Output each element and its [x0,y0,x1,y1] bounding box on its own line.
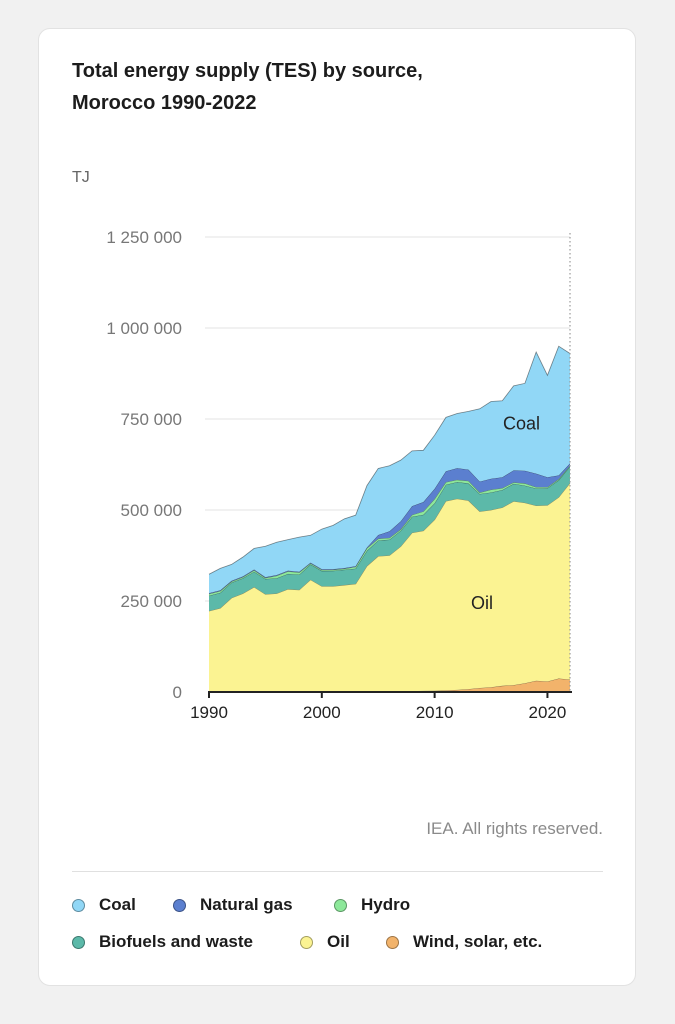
legend-item-hydro[interactable]: Hydro [334,895,410,915]
x-tick-label: 2000 [303,703,341,722]
legend-item-wind-solar[interactable]: Wind, solar, etc. [386,932,542,952]
legend-item-oil[interactable]: Oil [300,932,350,952]
area-label-coal: Coal [503,414,540,434]
chart-title-line2: Morocco 1990-2022 [72,92,257,114]
y-tick-label: 1 250 000 [106,228,182,247]
axes: 0 250 000 500 000 750 000 1 000 000 1 250 000… [106,228,572,722]
legend-label-natural-gas: Natural gas [200,895,293,914]
legend-label-biofuels: Biofuels and waste [99,932,253,951]
area-natural-gas [209,463,570,594]
y-tick-label: 1 000 000 [106,319,182,338]
legend-label-coal: Coal [99,895,136,914]
coal-swatch-icon [72,898,85,912]
area-wind-solar-etc [209,678,570,692]
legend-item-biofuels[interactable]: Biofuels and waste [72,932,253,952]
y-axis-unit: TJ [72,169,90,186]
legend-divider [72,871,603,872]
y-tick-label: 0 [173,683,182,702]
wind-solar-swatch-icon [386,935,399,949]
area-label-oil: Oil [471,593,493,613]
legend-label-oil: Oil [327,932,350,951]
source-credit: IEA. All rights reserved. [426,819,603,838]
y-tick-label: 750 000 [121,410,182,429]
chart-title-line1: Total energy supply (TES) by source, [72,60,423,82]
area-biofuels-and-waste [209,466,570,612]
stacked-areas [208,345,571,693]
y-tick-label: 250 000 [121,592,182,611]
oil-swatch-icon [300,935,313,949]
area-labels: Coal Oil [471,414,540,613]
natural-gas-swatch-icon [173,898,186,912]
x-tick-label: 1990 [190,703,228,722]
x-tick-label: 2020 [529,703,567,722]
area-coal [209,346,570,594]
area-chart: 0 250 000 500 000 750 000 1 000 000 1 250 000… [106,228,572,722]
legend-item-natural-gas[interactable]: Natural gas [173,895,293,915]
legend-label-hydro: Hydro [361,895,411,914]
chart-title: Total energy supply (TES) by source, Mor… [72,55,592,119]
area-edge-coal [208,345,571,575]
biofuels-swatch-icon [72,935,85,949]
hydro-swatch-icon [334,898,347,912]
area-oil [209,483,570,692]
y-tick-label: 500 000 [121,501,182,520]
legend-item-coal[interactable]: Coal [72,895,136,915]
x-tick-label: 2010 [416,703,454,722]
chart-card: Total energy supply (TES) by source, Mor… [38,28,636,986]
legend-label-wind-solar: Wind, solar, etc. [413,932,543,951]
